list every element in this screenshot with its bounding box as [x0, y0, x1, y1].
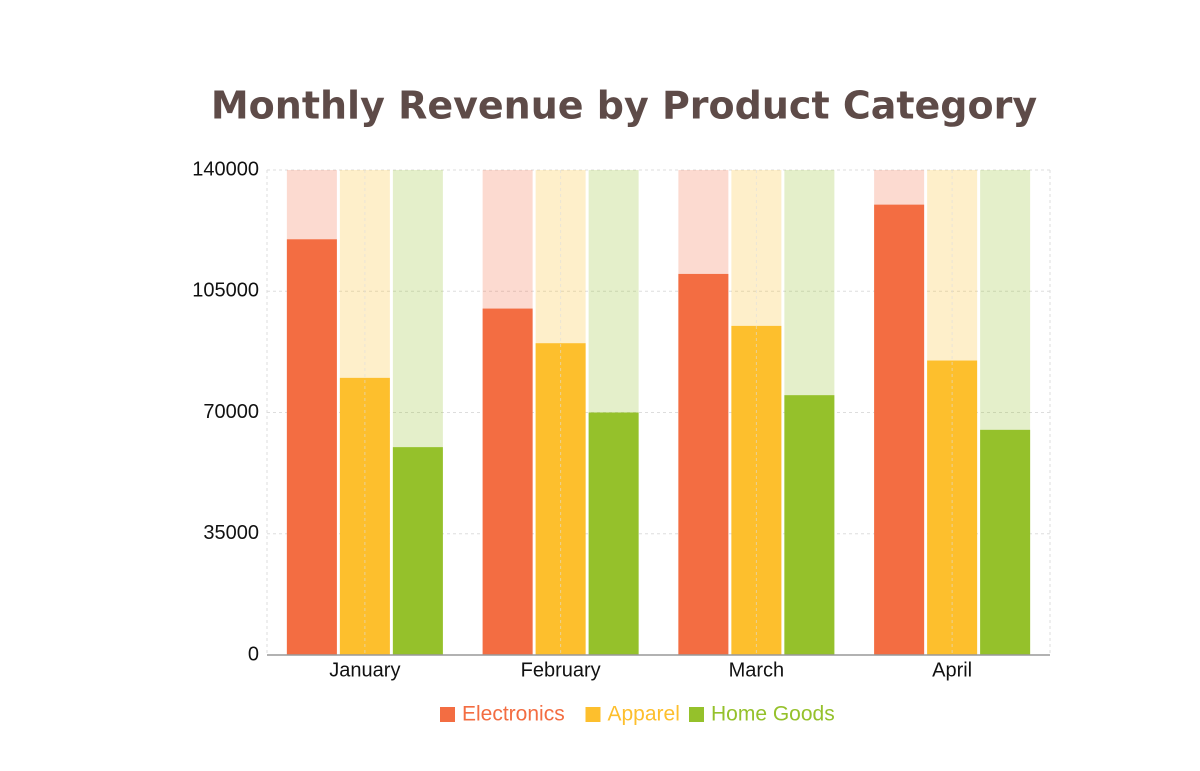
bar — [339, 377, 390, 655]
y-tick-label: 0 — [248, 643, 259, 665]
bar — [482, 308, 533, 655]
x-tick-label: April — [932, 659, 972, 681]
y-tick-label: 140000 — [192, 158, 259, 180]
bar — [588, 412, 639, 655]
bar — [784, 395, 835, 655]
x-tick-label: February — [521, 659, 601, 681]
legend-swatch — [689, 707, 704, 722]
bar — [980, 429, 1031, 655]
x-tick-label: March — [729, 659, 785, 681]
bar — [392, 447, 443, 655]
legend-swatch — [440, 707, 455, 722]
y-tick-label: 35000 — [203, 522, 259, 544]
y-tick-label: 105000 — [192, 280, 259, 302]
legend-swatch — [585, 707, 601, 722]
bar — [678, 273, 729, 655]
legend-label: Home Goods — [711, 703, 835, 726]
x-tick-label: January — [329, 659, 400, 681]
bar — [874, 204, 925, 655]
y-tick-label: 70000 — [203, 401, 259, 423]
chart-title: Monthly Revenue by Product Category — [211, 84, 1037, 128]
legend-label: Apparel — [608, 703, 680, 726]
legend-label: Electronics — [462, 703, 565, 726]
bar — [286, 239, 337, 656]
